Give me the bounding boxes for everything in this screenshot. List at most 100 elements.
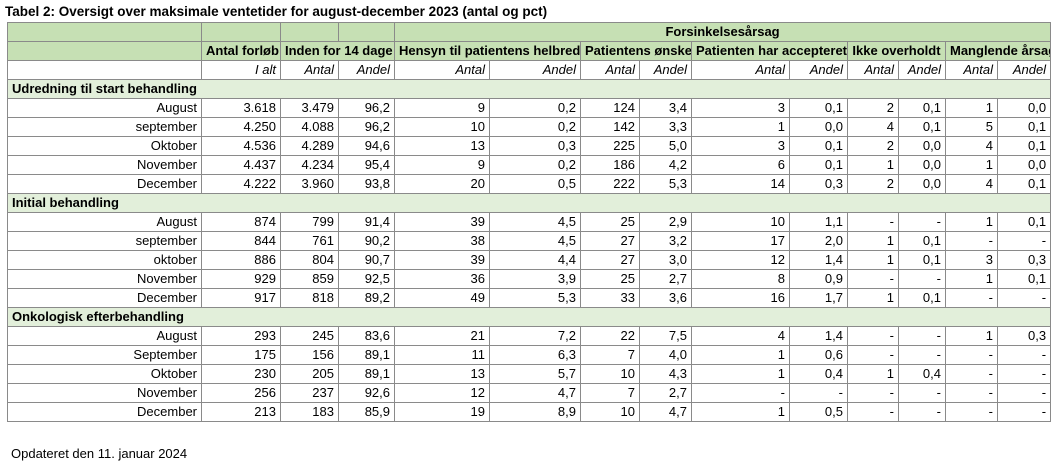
table-cell: 0,0 bbox=[996, 98, 1052, 118]
table-cell: - bbox=[945, 402, 998, 422]
table-cell: 0,3 bbox=[996, 326, 1052, 346]
table-cell: 5,7 bbox=[489, 364, 581, 384]
table-cell: - bbox=[847, 383, 899, 403]
table-cell: 1,4 bbox=[789, 326, 848, 346]
table-cell: 0,3 bbox=[789, 174, 848, 194]
row-label: August bbox=[7, 326, 202, 346]
table-cell: 0,1 bbox=[789, 155, 848, 175]
table-cell: 16 bbox=[691, 288, 790, 308]
table-cell: 10 bbox=[394, 117, 490, 137]
table-cell: 1 bbox=[847, 364, 899, 384]
table-cell: - bbox=[898, 326, 946, 346]
table-row: oktober 886 804 90,7 39 4,4 27 3,0 12 1,4 1 0,1 3 0,3 bbox=[7, 250, 1052, 270]
table-cell: 0,2 bbox=[489, 117, 581, 137]
table-cell: 1 bbox=[847, 288, 899, 308]
table-cell: 186 bbox=[580, 155, 640, 175]
table-cell: 0,5 bbox=[489, 174, 581, 194]
table-cell: 12 bbox=[394, 383, 490, 403]
table-cell: - bbox=[945, 345, 998, 365]
row-label: November bbox=[7, 155, 202, 175]
table-cell: 90,7 bbox=[338, 250, 395, 270]
table-cell: 205 bbox=[280, 364, 339, 384]
table-cell: - bbox=[996, 288, 1052, 308]
sub-header-cell: Antal bbox=[580, 60, 640, 80]
table-cell: 4,0 bbox=[639, 345, 692, 365]
table-cell: 0,1 bbox=[789, 136, 848, 156]
table-cell: 4,3 bbox=[639, 364, 692, 384]
table-cell: 245 bbox=[280, 326, 339, 346]
table-cell: - bbox=[898, 269, 946, 289]
sub-header-cell: Andel bbox=[898, 60, 946, 80]
table-cell: 213 bbox=[201, 402, 281, 422]
table-cell: 27 bbox=[580, 250, 640, 270]
table-cell: 929 bbox=[201, 269, 281, 289]
table-cell: 22 bbox=[580, 326, 640, 346]
table-cell: 4,7 bbox=[489, 383, 581, 403]
table-cell: 0,0 bbox=[898, 155, 946, 175]
table-cell: 6 bbox=[691, 155, 790, 175]
col-header-inden-14-dage: Inden for 14 dage bbox=[280, 41, 395, 61]
table-cell: 19 bbox=[394, 402, 490, 422]
table-cell: 0,0 bbox=[996, 155, 1052, 175]
table-cell: 12 bbox=[691, 250, 790, 270]
table-cell: 4.536 bbox=[201, 136, 281, 156]
row-label: Oktober bbox=[7, 364, 202, 384]
table-cell: 1,4 bbox=[789, 250, 848, 270]
table-cell: 2,7 bbox=[639, 269, 692, 289]
table-cell: 2 bbox=[847, 98, 899, 118]
table-cell: 3,4 bbox=[639, 98, 692, 118]
table-cell: 7,5 bbox=[639, 326, 692, 346]
table-cell: 4,4 bbox=[489, 250, 581, 270]
table-cell: - bbox=[847, 345, 899, 365]
table-cell: 0,0 bbox=[789, 117, 848, 137]
table-cell: 3 bbox=[691, 136, 790, 156]
table-cell: 844 bbox=[201, 231, 281, 251]
table-cell: 27 bbox=[580, 231, 640, 251]
table-cell: 4,7 bbox=[639, 402, 692, 422]
table-cell: - bbox=[898, 402, 946, 422]
table-cell: 96,2 bbox=[338, 117, 395, 137]
table-cell: 0,1 bbox=[996, 174, 1052, 194]
table-cell: 33 bbox=[580, 288, 640, 308]
table-cell: - bbox=[898, 212, 946, 232]
table-cell: 92,5 bbox=[338, 269, 395, 289]
table-row: Oktober 4.536 4.289 94,6 13 0,3 225 5,0 3 0,1 2 0,0… bbox=[7, 136, 1052, 156]
table-cell: 0,1 bbox=[996, 136, 1052, 156]
table-row: september 844 761 90,2 38 4,5 27 3,2 17 2,0 1 0,1- - bbox=[7, 231, 1052, 251]
table-cell: 874 bbox=[201, 212, 281, 232]
table-cell: 0,1 bbox=[898, 117, 946, 137]
row-label: september bbox=[7, 117, 202, 137]
table-row: November 929 859 92,5 36 3,9 25 2,7 8 0,9- -1 0,1 bbox=[7, 269, 1052, 289]
table-cell: 237 bbox=[280, 383, 339, 403]
table-title: Tabel 2: Oversigt over maksimale venteti… bbox=[5, 4, 548, 19]
table-cell: 0,9 bbox=[789, 269, 848, 289]
table-cell: 5,3 bbox=[639, 174, 692, 194]
col-header-antal-forlob: Antal forløb bbox=[201, 41, 281, 61]
table-cell: 38 bbox=[394, 231, 490, 251]
sub-header-cell: Antal bbox=[847, 60, 899, 80]
table-cell: 89,1 bbox=[338, 345, 395, 365]
row-label: Oktober bbox=[7, 136, 202, 156]
table-cell: 4 bbox=[945, 174, 998, 194]
table-cell: 1 bbox=[945, 269, 998, 289]
table-cell: 7 bbox=[580, 345, 640, 365]
table-cell: 4 bbox=[691, 326, 790, 346]
section-header-row: Udredning til start behandling bbox=[6, 79, 1052, 99]
table-cell: 4.289 bbox=[280, 136, 339, 156]
table-cell: 1 bbox=[945, 98, 998, 118]
group-header-forsinkelsesarsag: Forsinkelsesårsag bbox=[393, 22, 1052, 42]
table-row: september 4.250 4.088 96,2 10 0,2 142 3,3 1 0,0 4 0… bbox=[7, 117, 1052, 137]
table-cell: 93,8 bbox=[338, 174, 395, 194]
table-cell: 7 bbox=[580, 383, 640, 403]
table-cell: 175 bbox=[201, 345, 281, 365]
table-cell: 0,1 bbox=[898, 98, 946, 118]
table-cell: 293 bbox=[201, 326, 281, 346]
col-header-patientens-onske: Patientens ønske bbox=[580, 41, 692, 61]
table-cell: 1 bbox=[691, 345, 790, 365]
table-cell: 4 bbox=[945, 136, 998, 156]
table-cell: 0,3 bbox=[996, 250, 1052, 270]
table-cell: 4,2 bbox=[639, 155, 692, 175]
group-header-row: Forsinkelsesårsag bbox=[7, 22, 1052, 42]
sub-header-cell: I alt bbox=[201, 60, 281, 80]
table-cell: 13 bbox=[394, 364, 490, 384]
